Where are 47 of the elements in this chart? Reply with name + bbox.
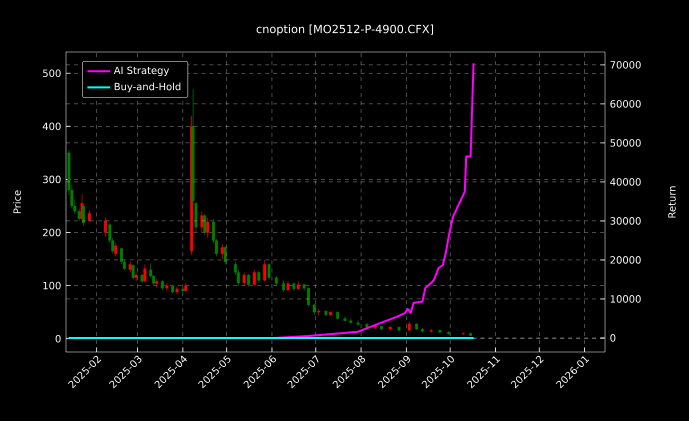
candlestick xyxy=(263,260,266,282)
legend-label: Buy-and-Hold xyxy=(114,82,180,92)
candlestick xyxy=(206,217,210,238)
candlestick xyxy=(257,270,260,284)
y-tick-label: 500 xyxy=(43,69,61,78)
candlestick xyxy=(242,272,246,286)
candlestick xyxy=(128,261,132,273)
y2-tick-label: 60000 xyxy=(610,100,641,108)
candlestick xyxy=(134,272,138,282)
candlestick xyxy=(282,280,286,292)
y2-tick-label: 70000 xyxy=(610,61,641,69)
candlestick xyxy=(224,246,227,265)
y2-tick-label: 40000 xyxy=(610,178,641,186)
y2-tick-label: 10000 xyxy=(610,295,641,303)
candlestick xyxy=(274,276,278,286)
chart-title: cnoption [MO2512-P-4900.CFX] xyxy=(256,24,434,36)
candlestick xyxy=(312,303,316,316)
y2-tick-label: 0 xyxy=(610,334,616,342)
candlestick xyxy=(184,282,188,292)
y2-tick-label: 20000 xyxy=(610,256,641,264)
y-tick-label: 300 xyxy=(43,176,61,184)
candlestick xyxy=(143,264,146,283)
candlestick xyxy=(200,210,204,233)
y-tick-label: 100 xyxy=(43,282,61,290)
candlestick xyxy=(88,210,91,222)
y2-axis-title: Return xyxy=(668,186,676,218)
y-axis-title: Price xyxy=(13,190,21,214)
candlestick xyxy=(132,264,135,280)
legend-label: AI Strategy xyxy=(114,66,170,76)
y-tick-label: 400 xyxy=(42,122,61,130)
y-tick-label: 0 xyxy=(56,334,61,342)
candlestick xyxy=(171,284,174,294)
candlestick xyxy=(408,321,411,332)
y2-tick-label: 50000 xyxy=(610,139,641,147)
candlestick xyxy=(160,280,164,290)
candlestick xyxy=(252,269,256,286)
candlestick xyxy=(104,217,107,238)
candlestick xyxy=(155,278,158,288)
candlestick xyxy=(268,262,270,280)
candlestick xyxy=(140,274,144,284)
y-tick-label: 200 xyxy=(43,228,61,236)
candlestick xyxy=(247,274,250,288)
y2-tick-label: 30000 xyxy=(610,217,641,225)
candlestick xyxy=(220,244,224,260)
candlestick xyxy=(203,213,206,236)
candlestick xyxy=(114,242,118,257)
candlestick xyxy=(286,281,290,292)
